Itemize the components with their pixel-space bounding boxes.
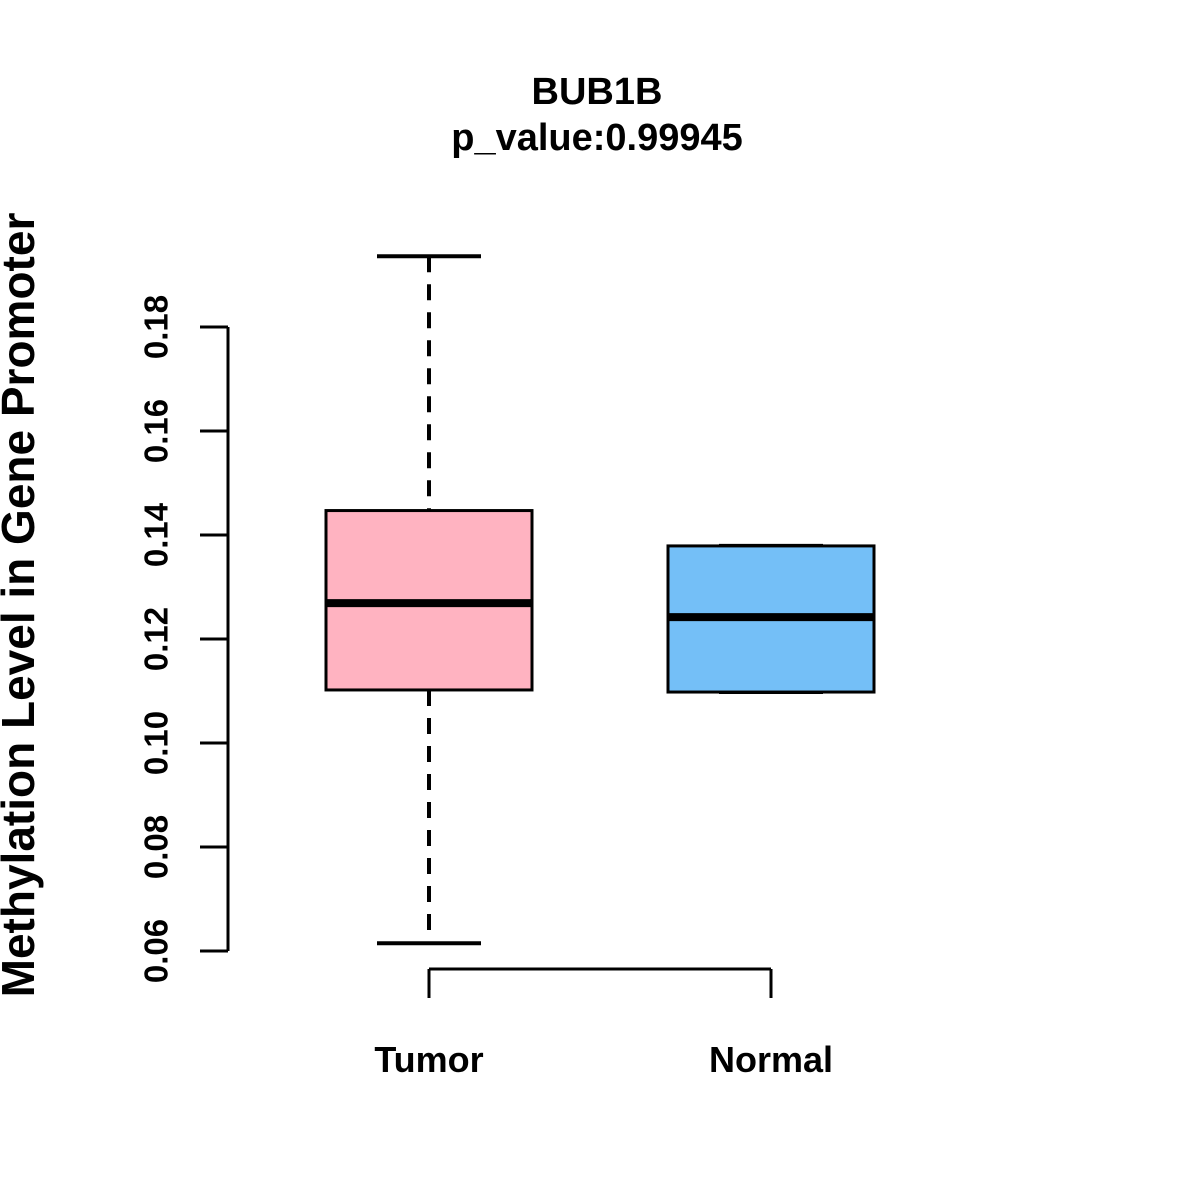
y-axis-label: Methylation Level in Gene Promoter — [0, 213, 44, 998]
y-tick-label: 0.18 — [138, 295, 175, 359]
x-category-label-normal: Normal — [709, 1039, 833, 1080]
y-tick-label: 0.06 — [138, 919, 175, 983]
chart-subtitle-pvalue: p_value:0.99945 — [451, 117, 743, 159]
y-tick-label: 0.10 — [138, 711, 175, 775]
y-tick-label: 0.14 — [138, 502, 175, 567]
y-tick-label: 0.12 — [138, 607, 175, 671]
chart-title: BUB1B — [532, 71, 663, 113]
plot-generated-layer: 0.06 0.08 0.10 0.12 0.14 0.16 0.18 — [138, 254, 876, 998]
y-tick-label: 0.08 — [138, 815, 175, 879]
x-category-label-tumor: Tumor — [374, 1039, 483, 1080]
y-tick-label: 0.16 — [138, 399, 175, 463]
